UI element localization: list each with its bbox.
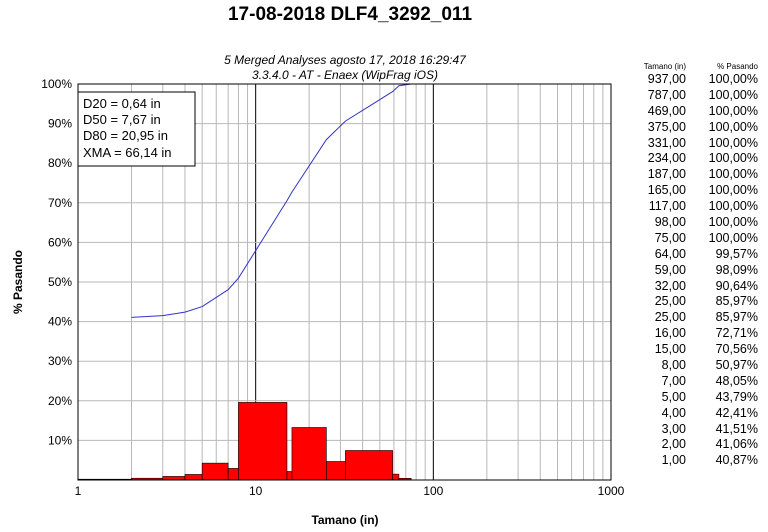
table-cell-size: 7,00 bbox=[661, 373, 686, 388]
table-cell-passing: 100,00% bbox=[708, 151, 758, 166]
histogram-bar bbox=[238, 402, 288, 481]
y-tick-label: 100% bbox=[41, 77, 72, 91]
y-tick-label: 70% bbox=[48, 196, 72, 210]
table-cell-passing: 100,00% bbox=[708, 103, 758, 118]
stat-d50: D50 = 7,67 in bbox=[83, 112, 161, 127]
y-tick-label: 20% bbox=[48, 394, 72, 408]
table-cell-passing: 100,00% bbox=[708, 183, 758, 198]
table-cell-passing: 100,00% bbox=[708, 119, 758, 134]
chart-title: 17-08-2018 DLF4_3292_011 bbox=[227, 4, 473, 25]
y-tick-label: 60% bbox=[48, 235, 72, 249]
table-cell-size: 331,00 bbox=[647, 135, 686, 150]
table-cell-size: 59,00 bbox=[654, 262, 686, 277]
table-cell-size: 234,00 bbox=[647, 151, 686, 166]
table-header-passing: % Pasando bbox=[717, 62, 758, 71]
x-tick-label: 10 bbox=[249, 484, 263, 498]
stat-xma: XMA = 66,14 in bbox=[83, 145, 172, 160]
table-cell-size: 5,00 bbox=[661, 389, 686, 404]
stats-box bbox=[77, 91, 196, 167]
table-cell-passing: 41,06% bbox=[715, 437, 758, 452]
table-cell-passing: 100,00% bbox=[708, 87, 758, 102]
table-cell-size: 3,00 bbox=[661, 421, 686, 436]
table-cell-size: 32,00 bbox=[654, 278, 686, 293]
table-cell-size: 165,00 bbox=[647, 183, 686, 198]
table-cell-passing: 100,00% bbox=[708, 199, 758, 214]
table-cell-size: 1,00 bbox=[661, 453, 686, 468]
table-cell-passing: 48,05% bbox=[715, 373, 758, 388]
y-tick-label: 50% bbox=[48, 275, 72, 289]
y-tick-label: 80% bbox=[48, 156, 72, 170]
histogram-bar bbox=[184, 474, 203, 481]
table-cell-size: 25,00 bbox=[654, 294, 686, 309]
table-cell-size: 117,00 bbox=[648, 199, 686, 214]
table-cell-passing: 40,87% bbox=[715, 453, 758, 468]
table-cell-passing: 85,97% bbox=[715, 310, 758, 325]
histogram-bar bbox=[392, 473, 400, 481]
table-cell-size: 64,00 bbox=[654, 246, 686, 261]
table-cell-passing: 90,64% bbox=[715, 278, 758, 293]
table-cell-size: 375,00 bbox=[647, 119, 686, 134]
x-axis-label: Tamano (in) bbox=[311, 513, 378, 527]
table-passing-column: % Pasando 100,00% 100,00% 100,00% 100,00% 10… bbox=[694, 62, 758, 469]
histogram-bar bbox=[201, 462, 229, 481]
table-cell-size: 75,00 bbox=[654, 230, 686, 245]
histogram-bars bbox=[77, 402, 412, 481]
histogram-bar bbox=[227, 468, 239, 481]
y-tick-label: 90% bbox=[48, 117, 72, 131]
table-cell-size: 187,00 bbox=[647, 167, 686, 182]
table-cell-size: 16,00 bbox=[654, 326, 686, 341]
table-cell-passing: 50,97% bbox=[715, 358, 758, 373]
table-cell-size: 98,00 bbox=[654, 215, 686, 230]
table-cell-size: 469,00 bbox=[647, 103, 686, 118]
plot-border bbox=[77, 83, 612, 481]
table-cell-passing: 100,00% bbox=[708, 135, 758, 150]
table-cell-size: 2,00 bbox=[661, 437, 686, 452]
y-axis-label: % Pasando bbox=[11, 250, 25, 314]
x-tick-label: 1 bbox=[75, 484, 82, 498]
table-cell-passing: 85,97% bbox=[715, 294, 758, 309]
x-tick-label: 1000 bbox=[598, 484, 625, 498]
y-tick-label: 10% bbox=[48, 433, 72, 447]
table-cell-size: 4,00 bbox=[661, 405, 686, 420]
table-cell-passing: 98,09% bbox=[715, 262, 758, 277]
table-cell-passing: 43,79% bbox=[715, 389, 758, 404]
table-cell-size: 15,00 bbox=[654, 342, 686, 357]
table-cell-passing: 100,00% bbox=[708, 167, 758, 182]
stat-d20: D20 = 0,64 in bbox=[83, 96, 161, 111]
histogram-bar bbox=[162, 476, 186, 481]
table-size-column: Tamano (in) 937,00 787,00 469,00 375,00 331,… bbox=[610, 62, 686, 469]
table-cell-size: 25,00 bbox=[654, 310, 686, 325]
table-cell-passing: 99,57% bbox=[715, 246, 758, 261]
histogram-bar bbox=[326, 461, 346, 481]
y-tick-label: 40% bbox=[48, 315, 72, 329]
table-cell-size: 8,00 bbox=[661, 358, 686, 373]
table-cell-passing: 70,56% bbox=[715, 342, 758, 357]
table-cell-passing: 41,51% bbox=[715, 421, 758, 436]
y-tick-labels: 10% 20% 30% 40% 50% 60% 70% 80% 90% 100% bbox=[41, 77, 72, 447]
y-tick-label: 30% bbox=[48, 354, 72, 368]
x-tick-label: 100 bbox=[423, 484, 443, 498]
table-header-size: Tamano (in) bbox=[643, 62, 686, 71]
subtitle-line-2: 3.3.4.0 - AT - Enaex (WipFrag iOS) bbox=[252, 68, 438, 82]
histogram-bar bbox=[291, 427, 327, 481]
table-cell-passing: 100,00% bbox=[708, 230, 758, 245]
x-tick-labels: 1 10 100 1000 bbox=[75, 484, 625, 498]
stat-d80: D80 = 20,95 in bbox=[83, 128, 168, 143]
histogram-bar bbox=[286, 471, 293, 481]
table-cell-passing: 100,00% bbox=[708, 215, 758, 230]
table-cell-size: 937,00 bbox=[647, 72, 686, 86]
table-cell-passing: 42,41% bbox=[715, 405, 758, 420]
table-cell-passing: 72,71% bbox=[715, 326, 758, 341]
subtitle-line-1: 5 Merged Analyses agosto 17, 2018 16:29:… bbox=[224, 53, 467, 67]
table-cell-passing: 100,00% bbox=[708, 72, 758, 86]
histogram-bar bbox=[345, 450, 393, 481]
table-cell-size: 787,00 bbox=[647, 87, 686, 102]
